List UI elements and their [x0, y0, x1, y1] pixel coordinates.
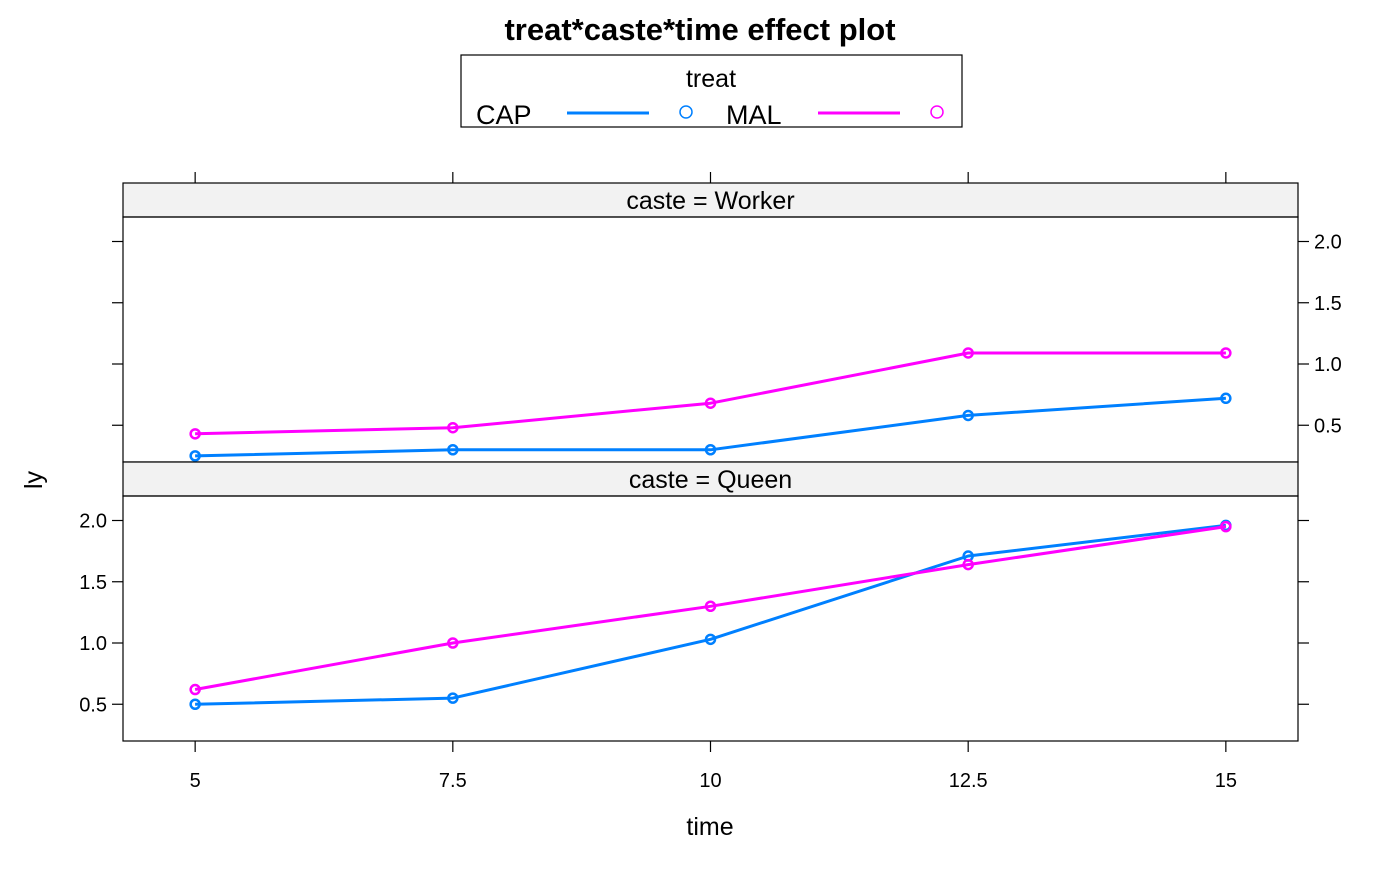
strip-label-0: caste = Worker [626, 187, 794, 215]
series-line-mal-1 [194, 525, 1227, 691]
y-tick-label-0-1: 1.0 [1314, 354, 1342, 376]
x-tick-label-0: 5 [190, 770, 201, 792]
y-tick-label-1-3: 2.0 [79, 511, 107, 533]
data-point-cap-1-0 [189, 698, 201, 710]
data-point-cap-0-0 [189, 450, 201, 462]
panel-frame-1 [122, 495, 1299, 742]
strip-label-1: caste = Queen [629, 466, 792, 494]
legend-label-mal: MAL [726, 100, 782, 130]
data-point-mal-1-3 [962, 558, 974, 571]
data-point-mal-1-4 [1220, 520, 1232, 533]
data-point-cap-0-4 [1220, 392, 1232, 405]
legend: treat CAP MAL [460, 54, 963, 130]
y-tick-label-1-0: 0.5 [79, 694, 107, 716]
y-axis-label: ly [20, 470, 48, 489]
x-tick-label-1: 7.5 [439, 770, 467, 792]
series-line-mal-0 [195, 351, 1226, 436]
series-line-cap-0 [195, 396, 1226, 458]
data-point-mal-1-0 [189, 683, 201, 696]
legend-point-mal [930, 105, 944, 119]
panel-frame-0 [122, 216, 1299, 463]
chart-title: treat*caste*time effect plot [504, 12, 895, 47]
legend-label-cap: CAP [476, 100, 532, 130]
series-line-cap-1 [195, 523, 1227, 706]
y-tick-label-0-0: 0.5 [1314, 415, 1342, 437]
y-tick-label-1-2: 1.5 [79, 572, 107, 594]
data-point-mal-0-2 [704, 397, 717, 409]
data-point-cap-0-1 [447, 444, 459, 456]
data-point-cap-1-2 [704, 633, 717, 646]
x-tick-label-4: 15 [1215, 770, 1237, 792]
data-point-mal-0-4 [1220, 347, 1232, 359]
data-point-cap-0-2 [704, 444, 717, 456]
legend-point-cap [679, 105, 693, 119]
data-point-cap-1-1 [447, 692, 459, 704]
x-axis-label: time [686, 813, 733, 841]
data-point-mal-0-1 [447, 421, 459, 434]
y-tick-label-1-1: 1.0 [79, 633, 107, 655]
y-tick-label-0-3: 2.0 [1314, 232, 1342, 254]
x-tick-label-2: 10 [699, 770, 721, 792]
legend-box [460, 54, 963, 128]
data-point-mal-1-1 [447, 637, 459, 649]
x-tick-label-3: 12.5 [949, 770, 988, 792]
data-point-cap-0-3 [962, 409, 974, 422]
data-point-mal-0-3 [962, 347, 974, 359]
legend-title: treat [686, 65, 736, 93]
data-point-mal-0-0 [189, 428, 201, 440]
panels: caste = Worker 0.5 1.0 1.5 2.0 caste = Queen 0… [79, 172, 1342, 792]
data-point-mal-1-2 [704, 600, 717, 612]
strip-panel-1 [122, 461, 1299, 497]
y-tick-label-0-2: 1.5 [1314, 293, 1342, 315]
strip-panel-0 [122, 182, 1299, 218]
